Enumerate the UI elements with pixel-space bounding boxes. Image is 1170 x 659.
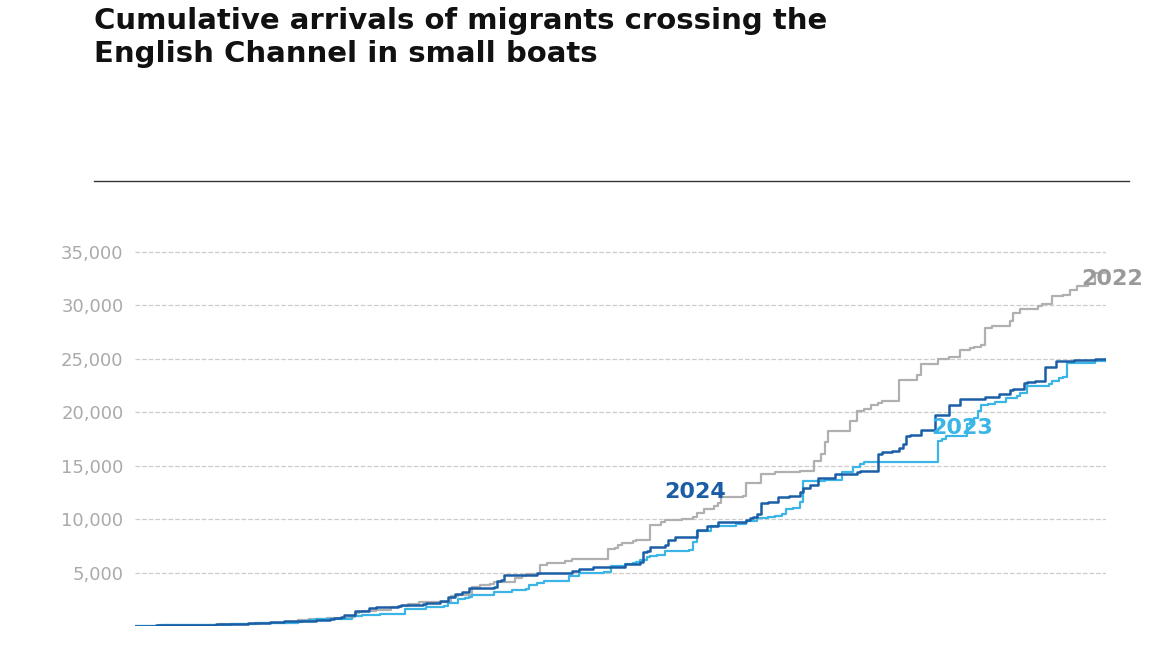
Text: 2022: 2022 [1081, 269, 1143, 289]
Text: 2024: 2024 [663, 482, 725, 502]
Text: 2023: 2023 [931, 418, 992, 438]
Text: Cumulative arrivals of migrants crossing the
English Channel in small boats: Cumulative arrivals of migrants crossing… [94, 7, 827, 68]
